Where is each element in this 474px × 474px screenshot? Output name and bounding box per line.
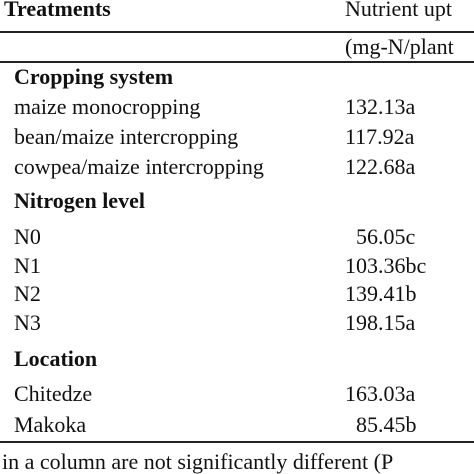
row-value: 117.92a bbox=[345, 124, 415, 149]
row-label: N3 bbox=[14, 310, 41, 335]
row-value: 56.05c bbox=[356, 224, 416, 249]
footnote: in a column are not significantly differ… bbox=[2, 449, 394, 474]
section-title: Nitrogen level bbox=[14, 188, 145, 213]
row-value: 198.15a bbox=[345, 310, 416, 335]
row-value: 122.68a bbox=[345, 154, 416, 179]
row-label: Chitedze bbox=[14, 381, 93, 406]
row-label: N0 bbox=[14, 224, 41, 249]
row-value: 132.13a bbox=[345, 94, 416, 119]
section-title: Location bbox=[14, 346, 98, 371]
row-label: bean/maize intercropping bbox=[14, 124, 239, 149]
row-label: maize monocropping bbox=[14, 94, 201, 119]
row-label: N1 bbox=[14, 253, 41, 278]
rule bbox=[0, 441, 474, 443]
header-treatments: Treatments bbox=[4, 0, 111, 21]
row-value: 103.36bc bbox=[345, 253, 427, 278]
row-value: 85.45b bbox=[356, 412, 417, 437]
rule bbox=[0, 61, 474, 63]
row-label: Makoka bbox=[14, 412, 87, 437]
row-label: N2 bbox=[14, 281, 41, 306]
rule bbox=[0, 31, 474, 33]
row-value: 139.41b bbox=[345, 281, 417, 306]
header-uptake: Nutrient upt bbox=[345, 0, 452, 21]
row-value: 163.03a bbox=[345, 381, 416, 406]
row-label: cowpea/maize intercropping bbox=[14, 154, 264, 179]
header-unit: (mg-N/plant bbox=[345, 34, 454, 59]
section-title: Cropping system bbox=[14, 64, 174, 89]
